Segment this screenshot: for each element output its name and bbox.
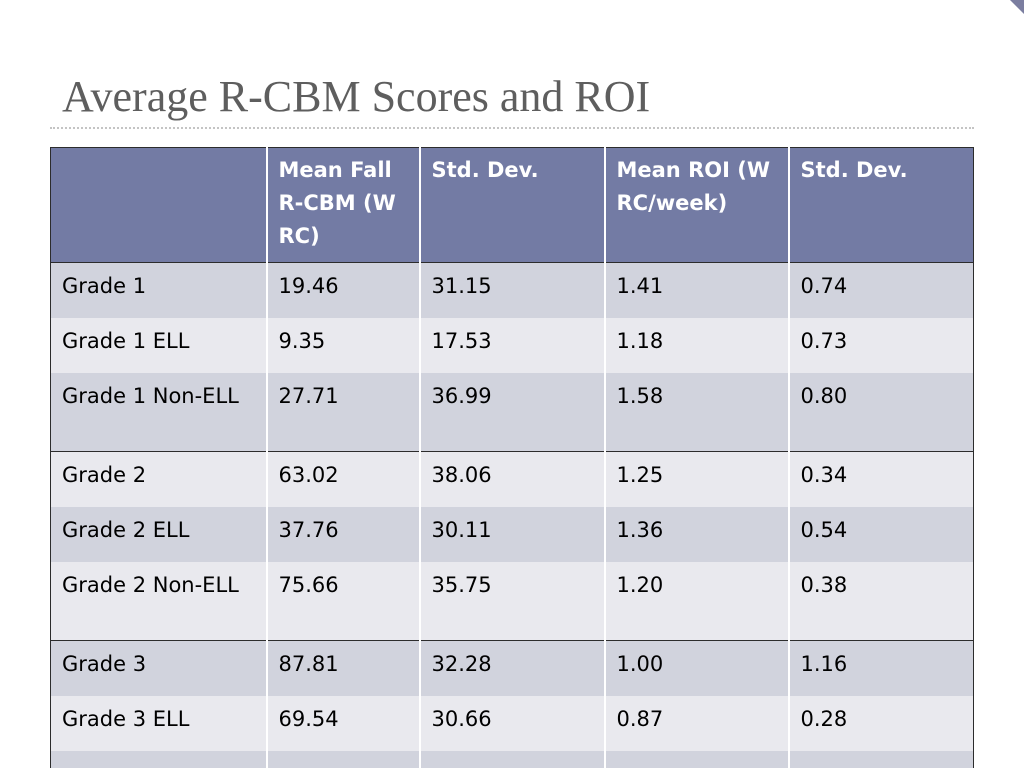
roi-std-dev-cell [787,751,974,768]
table-row: Grade 1 Non-ELL 27.71 36.99 1.58 0.80 [50,373,974,452]
mean-roi-cell: 1.41 [603,262,790,318]
row-label-cell: Grade 1 ELL [50,318,268,373]
table-row: Grade 2 63.02 38.06 1.25 0.34 [50,451,974,507]
table-row [50,751,974,768]
header-cell-mean-roi: Mean ROI (WRC/week) [603,147,790,263]
std-dev-cell [418,751,606,768]
mean-fall-cell: 69.54 [265,696,421,751]
std-dev-cell: 17.53 [418,318,606,373]
header-cell-row-label [50,147,268,263]
row-label-cell: Grade 1 [50,262,268,318]
std-dev-cell: 38.06 [418,451,606,507]
row-label-cell: Grade 3 ELL [50,696,268,751]
mean-roi-cell: 1.58 [603,373,790,452]
header-cell-std-dev-rcbm: Std. Dev. [418,147,606,263]
std-dev-cell: 31.15 [418,262,606,318]
mean-roi-cell: 1.18 [603,318,790,373]
mean-roi-cell: 1.00 [603,640,790,696]
roi-std-dev-cell: 0.73 [787,318,974,373]
table-row: Grade 1 ELL 9.35 17.53 1.18 0.73 [50,318,974,373]
mean-roi-cell: 1.20 [603,562,790,641]
roi-std-dev-cell: 0.54 [787,507,974,562]
header-cell-std-dev-roi: Std. Dev. [787,147,974,263]
roi-std-dev-cell: 0.80 [787,373,974,452]
row-label-cell: Grade 1 Non-ELL [50,373,268,452]
title-divider [50,127,974,129]
mean-fall-cell: 37.76 [265,507,421,562]
row-label-cell: Grade 3 [50,640,268,696]
std-dev-cell: 30.66 [418,696,606,751]
roi-std-dev-cell: 0.74 [787,262,974,318]
mean-roi-cell [603,751,790,768]
mean-fall-cell: 63.02 [265,451,421,507]
header-cell-mean-fall-rcbm: Mean Fall R-CBM (WRC) [265,147,421,263]
row-label-cell: Grade 2 Non-ELL [50,562,268,641]
table-row: Grade 1 19.46 31.15 1.41 0.74 [50,262,974,318]
table-row: Grade 2 ELL 37.76 30.11 1.36 0.54 [50,507,974,562]
std-dev-cell: 36.99 [418,373,606,452]
roi-std-dev-cell: 0.34 [787,451,974,507]
roi-std-dev-cell: 0.28 [787,696,974,751]
mean-roi-cell: 1.36 [603,507,790,562]
std-dev-cell: 30.11 [418,507,606,562]
std-dev-cell: 35.75 [418,562,606,641]
std-dev-cell: 32.28 [418,640,606,696]
mean-fall-cell: 27.71 [265,373,421,452]
roi-std-dev-cell: 1.16 [787,640,974,696]
mean-fall-cell: 75.66 [265,562,421,641]
mean-fall-cell: 19.46 [265,262,421,318]
mean-fall-cell: 87.81 [265,640,421,696]
row-label-cell: Grade 2 ELL [50,507,268,562]
mean-fall-cell: 9.35 [265,318,421,373]
table-row: Grade 3 ELL 69.54 30.66 0.87 0.28 [50,696,974,751]
table-row: Grade 2 Non-ELL 75.66 35.75 1.20 0.38 [50,562,974,641]
mean-roi-cell: 1.25 [603,451,790,507]
row-label-cell [50,751,268,768]
table-row: Grade 3 87.81 32.28 1.00 1.16 [50,640,974,696]
row-label-cell: Grade 2 [50,451,268,507]
page-title: Average R-CBM Scores and ROI [62,72,651,121]
scores-table: Mean Fall R-CBM (WRC) Std. Dev. Mean ROI… [50,147,974,768]
mean-fall-cell [265,751,421,768]
roi-std-dev-cell: 0.38 [787,562,974,641]
table-header-row: Mean Fall R-CBM (WRC) Std. Dev. Mean ROI… [50,147,974,263]
mean-roi-cell: 0.87 [603,696,790,751]
corner-accent [1010,0,1024,14]
